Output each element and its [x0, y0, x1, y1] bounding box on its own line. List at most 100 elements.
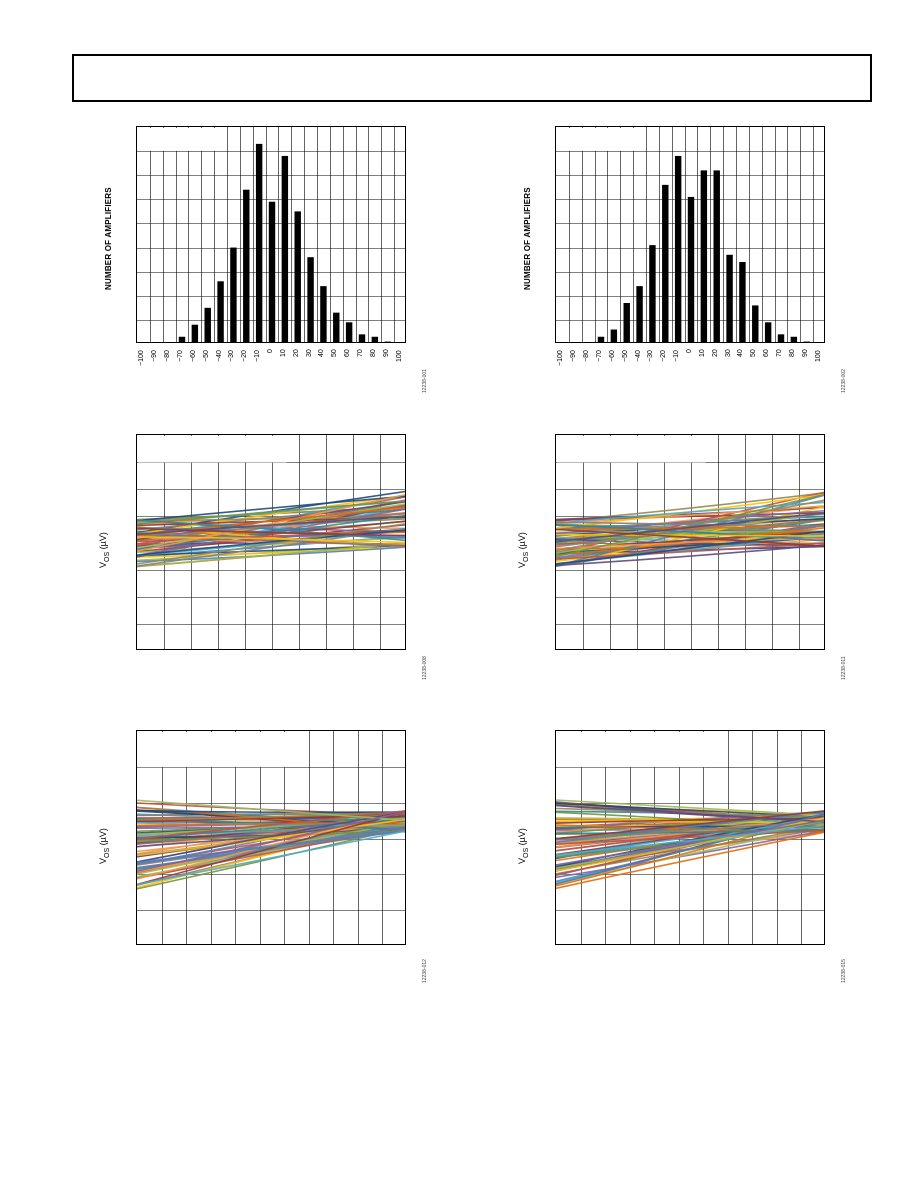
histogram-bar — [268, 201, 276, 342]
x-tick-label: −60 — [608, 349, 616, 362]
vos-series-line — [556, 824, 824, 856]
x-tick-label: 10 — [698, 349, 706, 358]
histogram-bar — [636, 286, 643, 342]
x-tick-label: 40 — [318, 349, 326, 358]
vos-series-line — [137, 493, 405, 552]
x-tick-label: −100 — [557, 350, 565, 366]
x-tick-label: −30 — [647, 349, 655, 362]
plot-svg — [137, 435, 405, 649]
plot-svg — [556, 127, 824, 342]
histogram-bar — [610, 329, 618, 342]
vos-series-line — [137, 519, 405, 542]
figure-id: 12238-008 — [422, 656, 428, 680]
histogram-bar — [333, 312, 340, 342]
x-tick-label: 90 — [801, 349, 809, 358]
vos-series-line — [556, 518, 824, 559]
x-tick-label: 20 — [292, 349, 300, 358]
vos-series-line — [556, 505, 824, 525]
x-tick-label: −10 — [254, 349, 262, 362]
histogram-plot-area — [555, 126, 825, 343]
x-tick-label: 70 — [776, 349, 783, 358]
x-tick-label: 90 — [382, 349, 390, 358]
y-axis-label: NUMBER OF AMPLIFIERS — [523, 187, 532, 290]
vos-series-line — [556, 544, 824, 567]
x-tick-label: −100 — [138, 350, 146, 366]
x-tick-label: −20 — [660, 349, 668, 362]
x-tick-label: −40 — [634, 349, 642, 362]
histogram-bar — [371, 336, 379, 342]
x-tick-label: −80 — [583, 349, 591, 362]
vos-series-line — [137, 536, 405, 544]
histogram-bar — [358, 334, 366, 342]
histogram-bar — [790, 336, 798, 342]
vos-series-line — [137, 542, 405, 568]
plot-svg — [137, 127, 405, 342]
figure-id: 12238-012 — [422, 959, 428, 983]
histogram-bar — [281, 155, 289, 342]
histogram-bar — [191, 324, 199, 342]
x-tick-label: 20 — [711, 349, 719, 358]
legend-box — [557, 128, 641, 151]
vos-series-line — [137, 520, 405, 547]
vos-series-line — [137, 799, 405, 822]
histogram-bar — [739, 262, 746, 342]
vos-series-line — [556, 506, 824, 521]
line-plot-area — [555, 730, 825, 945]
histogram-bar — [230, 247, 237, 342]
figure-id: 12238-015 — [841, 959, 847, 983]
vos-series-line — [137, 811, 405, 872]
vos-series-line — [556, 804, 824, 823]
vos-series-line — [556, 819, 824, 866]
x-tick-label: −50 — [202, 349, 210, 362]
histogram-bar — [764, 322, 772, 342]
x-tick-label: −30 — [228, 349, 236, 362]
x-tick-label: 40 — [737, 349, 745, 358]
vos-series-line — [556, 817, 824, 824]
page-header-box — [72, 54, 872, 102]
histogram-bar — [307, 257, 314, 342]
histogram-bar — [803, 341, 810, 342]
vos-series-line — [137, 512, 405, 538]
histogram-bar — [597, 336, 605, 342]
x-tick-label: −60 — [189, 349, 197, 362]
vos-series-line — [556, 512, 824, 543]
x-tick-label: −70 — [177, 349, 184, 362]
histogram-bar — [752, 305, 759, 342]
x-tick-label: 50 — [750, 349, 758, 358]
x-tick-label: 100 — [814, 349, 822, 362]
histogram-bar — [217, 281, 224, 342]
x-tick-label: −20 — [241, 349, 249, 362]
histogram-bar — [320, 286, 327, 342]
x-tick-label: −90 — [570, 349, 578, 362]
x-tick-label: 80 — [369, 349, 377, 358]
line-plot-area — [555, 434, 825, 650]
vos-series-line — [137, 527, 405, 537]
vos-series-line — [556, 542, 824, 560]
x-tick-label: 30 — [305, 349, 313, 358]
histogram-bar — [178, 336, 186, 342]
vos-series-line — [137, 505, 405, 522]
vos-series-line — [556, 821, 824, 841]
vos-series-line — [137, 811, 405, 886]
vos-series-line — [137, 830, 405, 864]
figure-id: 12238-002 — [841, 369, 847, 393]
y-axis-label: NUMBER OF AMPLIFIERS — [104, 187, 113, 290]
x-tick-label: 30 — [724, 349, 732, 358]
histogram-bar — [255, 143, 263, 342]
x-tick-label: 70 — [357, 349, 364, 358]
histogram-bar — [713, 170, 720, 342]
histogram-bar — [700, 170, 708, 342]
vos-series-line — [137, 810, 405, 840]
x-tick-label: −70 — [596, 349, 603, 362]
vos-series-line — [556, 528, 824, 548]
vos-series-line — [137, 529, 405, 543]
vos-series-line — [137, 516, 405, 536]
y-axis-label: VOS (µV) — [517, 532, 530, 568]
figure-id: 12238-011 — [841, 656, 847, 680]
histogram-bar — [662, 184, 669, 342]
vos-series-line — [137, 500, 405, 525]
x-tick-label: 10 — [279, 349, 287, 358]
vos-series-line — [137, 809, 405, 814]
x-tick-label: 0 — [686, 349, 693, 354]
vos-series-line — [556, 831, 824, 890]
